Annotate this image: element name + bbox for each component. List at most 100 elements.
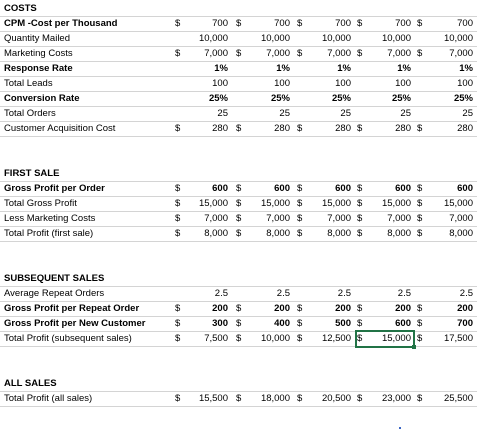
cell-value[interactable]: 200	[395, 303, 411, 314]
table-row[interactable]: Less Marketing Costs $7,000 $7,000 $7,000 $7…	[0, 212, 477, 227]
cell-value[interactable]: 100	[274, 78, 290, 89]
table-row[interactable]: Average Repeat Orders 2.5 2.5 2.5 2.5 2.5	[0, 287, 477, 302]
cell-value[interactable]: 8,000	[266, 228, 290, 239]
blank-row[interactable]	[0, 137, 477, 152]
cell-value[interactable]: 7,000	[204, 48, 228, 59]
table-row[interactable]: COSTS	[0, 2, 477, 17]
cell-value[interactable]: 700	[212, 18, 228, 29]
table-row[interactable]: Customer Acquisition Cost $280 $280 $280 $28…	[0, 122, 477, 137]
row-label[interactable]: Gross Profit per Repeat Order	[4, 303, 140, 314]
cell-value[interactable]: 600	[395, 183, 411, 194]
cell-value[interactable]: 23,000	[381, 393, 411, 404]
row-label[interactable]: Total Orders	[4, 108, 56, 119]
cell-value[interactable]: 280	[457, 123, 473, 134]
cell-value[interactable]: 200	[212, 303, 228, 314]
cell-value[interactable]: 15,500	[198, 393, 228, 404]
cell-value[interactable]: 8,000	[204, 228, 228, 239]
cell-value[interactable]: 15,000	[381, 333, 411, 344]
cell-value[interactable]: 100	[457, 78, 473, 89]
cell-value[interactable]: 25	[340, 108, 351, 119]
blank-row[interactable]	[0, 362, 477, 377]
selected-cell-outline[interactable]	[355, 330, 415, 348]
table-row[interactable]: Conversion Rate 25% 25% 25% 25% 25%	[0, 92, 477, 107]
cell-value[interactable]: 700	[457, 18, 473, 29]
cell-value[interactable]: 25	[217, 108, 228, 119]
table-row[interactable]: Total Profit (all sales) $15,500 $18,000 $2…	[0, 392, 477, 407]
cell-value[interactable]: 15,000	[260, 198, 290, 209]
cell-value[interactable]: 15,000	[381, 198, 411, 209]
cell-value[interactable]: 2.5	[276, 288, 290, 299]
blank-row[interactable]	[0, 257, 477, 272]
cell-value[interactable]: 300	[212, 318, 228, 329]
table-row[interactable]: Marketing Costs $7,000 $7,000 $7,000 $7,000 $…	[0, 47, 477, 62]
cell-value[interactable]: 15,000	[443, 198, 473, 209]
row-label[interactable]: Gross Profit per Order	[4, 183, 105, 194]
table-row[interactable]: Total Profit (subsequent sales) $7,500 $10…	[0, 332, 477, 347]
table-row[interactable]: Total Profit (first sale) $8,000 $8,000 $8,…	[0, 227, 477, 242]
cell-value[interactable]: 700	[335, 18, 351, 29]
cell-value[interactable]: 25%	[208, 93, 228, 104]
cell-value[interactable]: 700	[395, 18, 411, 29]
row-label[interactable]: FIRST SALE	[4, 168, 60, 179]
cell-value[interactable]: 25	[279, 108, 290, 119]
cell-value[interactable]: 600	[335, 183, 351, 194]
table-row[interactable]: ALL SALES	[0, 377, 477, 392]
cell-value[interactable]: 1%	[214, 63, 228, 74]
cell-value[interactable]: 500	[335, 318, 351, 329]
cell-value[interactable]: 600	[274, 183, 290, 194]
cell-value[interactable]: 25	[462, 108, 473, 119]
table-row[interactable]: Gross Profit per Repeat Order $200 $200 $20…	[0, 302, 477, 317]
cell-value[interactable]: 7,000	[204, 213, 228, 224]
table-row[interactable]: Total Orders 25 25 25 25 25	[0, 107, 477, 122]
cell-value[interactable]: 600	[395, 318, 411, 329]
table-row[interactable]: SUBSEQUENT SALES	[0, 272, 477, 287]
cell-value[interactable]: 10,000	[381, 33, 411, 44]
row-label[interactable]: Quantity Mailed	[4, 33, 71, 44]
cell-value[interactable]: 1%	[276, 63, 290, 74]
cell-value[interactable]: 8,000	[387, 228, 411, 239]
cell-value[interactable]: 700	[274, 18, 290, 29]
row-label[interactable]: Customer Acquisition Cost	[4, 123, 116, 134]
cell-value[interactable]: 12,500	[321, 333, 351, 344]
cell-value[interactable]: 100	[335, 78, 351, 89]
row-label[interactable]: Total Leads	[4, 78, 53, 89]
cell-value[interactable]: 1%	[459, 63, 473, 74]
cell-value[interactable]: 7,000	[327, 213, 351, 224]
cell-value[interactable]: 7,000	[387, 213, 411, 224]
row-label[interactable]: CPM -Cost per Thousand	[4, 18, 118, 29]
table-row[interactable]: Total Leads 100 100 100 100 100	[0, 77, 477, 92]
cell-value[interactable]: 1%	[397, 63, 411, 74]
cell-value[interactable]: 10,000	[260, 33, 290, 44]
blank-row[interactable]	[0, 152, 477, 167]
cell-value[interactable]: 20,500	[321, 393, 351, 404]
cell-value[interactable]: 280	[335, 123, 351, 134]
cell-value[interactable]: 700	[457, 318, 473, 329]
cell-value[interactable]: 2.5	[397, 288, 411, 299]
row-label[interactable]: Marketing Costs	[4, 48, 73, 59]
cell-value[interactable]: 200	[457, 303, 473, 314]
cell-value[interactable]: 25%	[391, 93, 411, 104]
row-label[interactable]: Average Repeat Orders	[4, 288, 105, 299]
cell-value[interactable]: 8,000	[327, 228, 351, 239]
cell-value[interactable]: 1%	[337, 63, 351, 74]
row-label[interactable]: Gross Profit per New Customer	[4, 318, 146, 329]
cell-value[interactable]: 10,000	[260, 333, 290, 344]
table-row[interactable]: Response Rate 1% 1% 1% 1% 1%	[0, 62, 477, 77]
blank-row[interactable]	[0, 242, 477, 257]
cell-value[interactable]: 17,500	[443, 333, 473, 344]
cell-value[interactable]: 10,000	[198, 33, 228, 44]
cell-value[interactable]: 7,000	[327, 48, 351, 59]
row-label[interactable]: Total Profit (first sale)	[4, 228, 94, 239]
cell-value[interactable]: 8,000	[449, 228, 473, 239]
cell-value[interactable]: 25%	[453, 93, 473, 104]
cell-value[interactable]: 2.5	[459, 288, 473, 299]
cell-value[interactable]: 2.5	[214, 288, 228, 299]
cell-value[interactable]: 25	[400, 108, 411, 119]
cell-value[interactable]: 100	[212, 78, 228, 89]
cell-value[interactable]: 2.5	[337, 288, 351, 299]
cell-value[interactable]: 7,500	[204, 333, 228, 344]
cell-value[interactable]: 15,000	[321, 198, 351, 209]
row-label[interactable]: Conversion Rate	[4, 93, 80, 104]
cell-value[interactable]: 200	[274, 303, 290, 314]
row-label[interactable]: Response Rate	[4, 63, 73, 74]
